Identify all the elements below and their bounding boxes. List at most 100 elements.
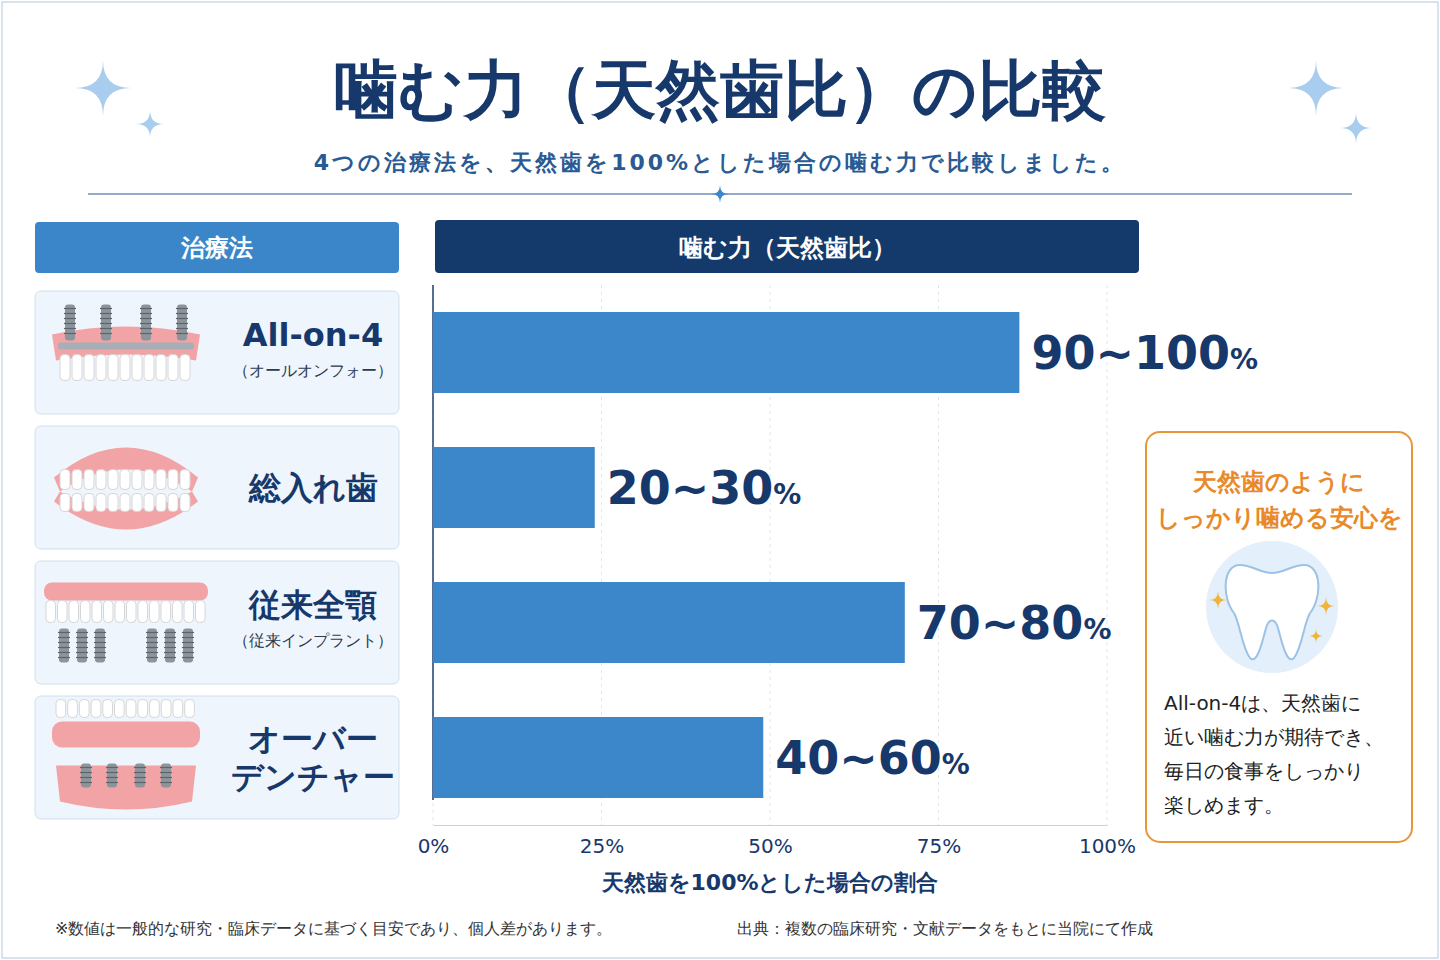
implant-thread bbox=[64, 328, 76, 329]
implant-thread bbox=[76, 637, 88, 638]
implant-thread bbox=[94, 657, 106, 658]
tooth bbox=[196, 601, 206, 623]
tooth bbox=[168, 355, 178, 381]
gum bbox=[54, 492, 198, 530]
tooth bbox=[81, 601, 91, 623]
callout-title: 天然歯のように bbox=[1192, 468, 1365, 496]
tooth bbox=[173, 700, 183, 718]
implant-thread bbox=[146, 652, 158, 653]
implant-thread bbox=[100, 328, 112, 329]
source: 出典：複数の臨床研究・文献データをもとに当院にて作成 bbox=[737, 919, 1153, 938]
frame bbox=[2, 2, 1438, 958]
implant-thread bbox=[146, 647, 158, 648]
tooth bbox=[138, 601, 148, 623]
implant-thread bbox=[146, 637, 158, 638]
tooth bbox=[156, 470, 166, 490]
x-tick: 25% bbox=[580, 825, 624, 858]
tooth bbox=[132, 470, 142, 490]
implant-thread bbox=[106, 772, 118, 773]
tooth bbox=[161, 601, 171, 623]
implant-thread bbox=[182, 642, 194, 643]
implant bbox=[141, 305, 151, 341]
bar bbox=[433, 312, 1019, 393]
implant-thread bbox=[106, 777, 118, 778]
implant-thread bbox=[94, 652, 106, 653]
x-tick-label: 0% bbox=[418, 834, 450, 858]
tooth bbox=[72, 470, 82, 490]
panel-box bbox=[35, 696, 399, 819]
sparkle bbox=[1288, 60, 1344, 116]
implant-thread bbox=[140, 308, 152, 309]
implant-thread bbox=[80, 782, 92, 783]
footnote: ※数値は一般的な研究・臨床データに基づく目安であり、個人差があります。 bbox=[55, 919, 612, 938]
implant-thread bbox=[134, 782, 146, 783]
tooth bbox=[58, 601, 68, 623]
implant-thread bbox=[146, 657, 158, 658]
tooth bbox=[168, 470, 178, 490]
implant-thread bbox=[134, 777, 146, 778]
tooth-icon-bg bbox=[1206, 541, 1338, 673]
tooth bbox=[138, 700, 148, 718]
tooth bbox=[103, 700, 113, 718]
panel-box bbox=[35, 291, 399, 414]
grid bbox=[433, 285, 1107, 825]
tooth bbox=[46, 601, 56, 623]
tooth bbox=[180, 355, 190, 381]
implant-thread bbox=[160, 772, 172, 773]
tooth-icon bbox=[1226, 565, 1319, 659]
implant-thread bbox=[182, 632, 194, 633]
x-axis-title: 天然歯を100%とした場合の割合 bbox=[601, 870, 939, 895]
gum bbox=[44, 583, 208, 601]
implant-thread bbox=[164, 642, 176, 643]
tooth bbox=[108, 355, 118, 381]
implant bbox=[65, 305, 75, 341]
category-label: All-on-4 bbox=[243, 316, 383, 354]
implant-thread bbox=[182, 637, 194, 638]
sparkle bbox=[1309, 629, 1323, 643]
implant-thread bbox=[80, 772, 92, 773]
implant-thread bbox=[94, 642, 106, 643]
bar-label: 70~80% bbox=[917, 596, 1112, 650]
implant-thread bbox=[140, 313, 152, 314]
bars bbox=[433, 312, 1019, 798]
x-tick-label: 25% bbox=[580, 834, 624, 858]
sparkle bbox=[136, 110, 164, 138]
implant bbox=[177, 305, 187, 341]
tooth bbox=[96, 355, 106, 381]
x-tick-label: 50% bbox=[748, 834, 792, 858]
implant bbox=[183, 629, 193, 663]
implant-thread bbox=[76, 632, 88, 633]
implant-thread bbox=[100, 323, 112, 324]
implant-thread bbox=[94, 637, 106, 638]
callout: 天然歯のようにしっかり噛める安心をAll-on-4は、天然歯に近い噛む力が期待で… bbox=[1146, 432, 1412, 842]
x-tick: 0% bbox=[418, 825, 450, 858]
x-tick: 75% bbox=[917, 825, 961, 858]
category-label: 総入れ歯 bbox=[248, 469, 378, 507]
tooth bbox=[161, 700, 171, 718]
tooth bbox=[156, 355, 166, 381]
gum bbox=[54, 448, 198, 492]
tooth bbox=[108, 470, 118, 490]
implant-thread bbox=[106, 767, 118, 768]
implant-thread bbox=[160, 782, 172, 783]
tooth bbox=[60, 355, 70, 381]
implant-thread bbox=[58, 657, 70, 658]
callout-box bbox=[1146, 432, 1412, 842]
implant-thread bbox=[140, 333, 152, 334]
implant bbox=[165, 629, 175, 663]
sparkle bbox=[1209, 591, 1227, 609]
bar-frame bbox=[58, 343, 194, 350]
tooth bbox=[132, 494, 142, 512]
category-header-box bbox=[35, 222, 399, 273]
implant-thread bbox=[164, 652, 176, 653]
x-tick: 100% bbox=[1079, 825, 1136, 858]
implant-thread bbox=[106, 782, 118, 783]
tooth bbox=[60, 470, 70, 490]
page: 噛む力（天然歯比）の比較4つの治療法を、天然歯を100%とした場合の噛む力で比較… bbox=[0, 0, 1440, 960]
divider-ornament bbox=[711, 185, 729, 203]
tooth bbox=[173, 601, 183, 623]
x-tick: 50% bbox=[748, 825, 792, 858]
category-panel: 従来全顎（従来インプラント） bbox=[35, 561, 399, 684]
callout-text: 楽しめます。 bbox=[1164, 793, 1284, 817]
tooth bbox=[84, 355, 94, 381]
